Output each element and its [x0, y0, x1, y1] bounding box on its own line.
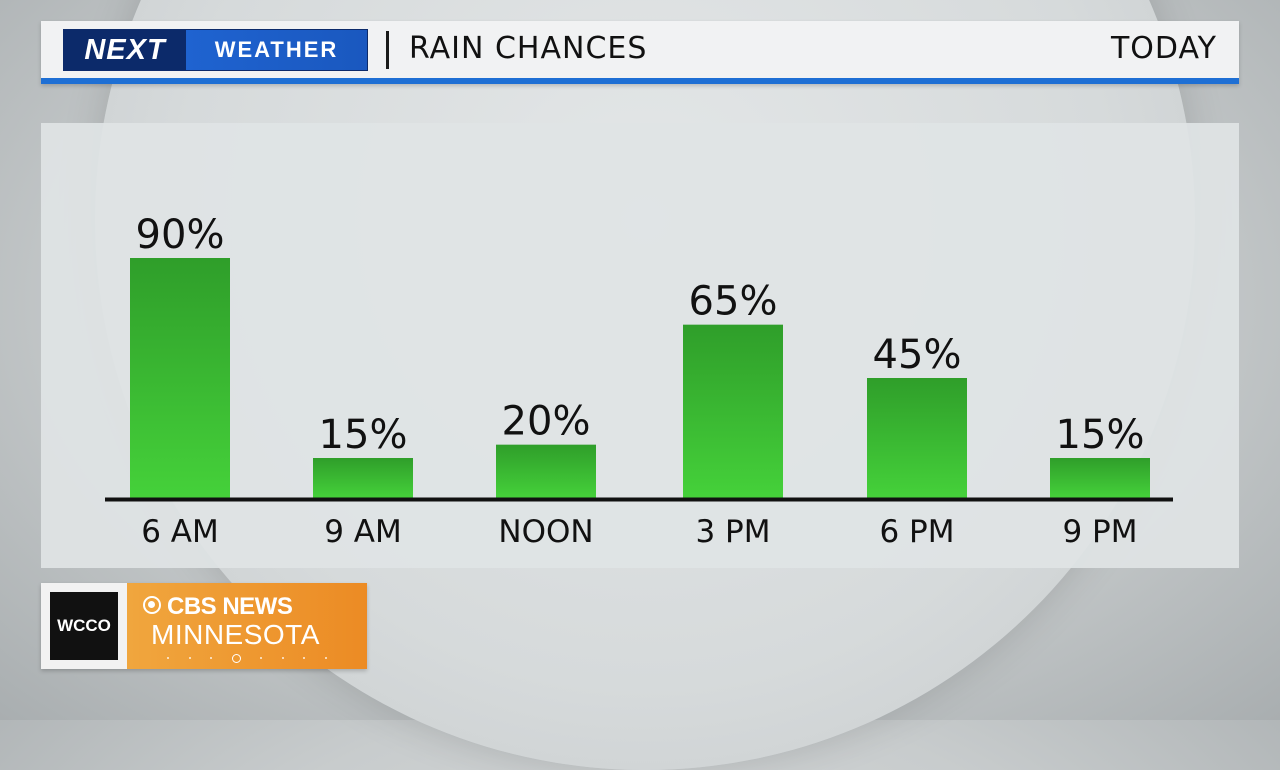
- x-tick-label: 9 AM: [324, 514, 402, 550]
- period-label: TODAY: [1110, 31, 1217, 66]
- bar-value-label: 15%: [1056, 412, 1145, 458]
- header-bar: NEXT WEATHER RAIN CHANCES TODAY: [41, 21, 1239, 84]
- logo-dots: [167, 653, 327, 663]
- cbs-eye-icon: [143, 596, 161, 614]
- chart-panel: 90% 6 AM 15% 9 AM 20% NOON 65% 3 PM 45% 6 PM 15% 9 …: [41, 123, 1239, 568]
- bar-value-label: 45%: [873, 332, 962, 378]
- header-divider: [386, 31, 389, 69]
- x-tick-label: 9 PM: [1062, 514, 1137, 550]
- bar-value-label: 90%: [136, 212, 225, 258]
- bar-6-am: [130, 258, 230, 498]
- bar-noon: [496, 444, 596, 498]
- network-name: CBS NEWS: [167, 593, 293, 620]
- bar-9-am: [313, 458, 413, 498]
- x-tick-label: 3 PM: [695, 514, 770, 550]
- bar-value-label: 20%: [502, 399, 591, 445]
- brand-next-text: NEXT: [64, 30, 186, 70]
- chart-title: RAIN CHANCES: [409, 31, 648, 66]
- bar-value-label: 65%: [689, 279, 778, 325]
- x-tick-label: 6 AM: [141, 514, 219, 550]
- brand-logo: NEXT WEATHER: [63, 29, 368, 71]
- x-tick-label: NOON: [498, 514, 593, 550]
- bar-9-pm: [1050, 458, 1150, 498]
- station-call-letters: WCCO: [50, 592, 118, 660]
- brand-weather-text: WEATHER: [186, 30, 367, 70]
- bar-chart: 90% 6 AM 15% 9 AM 20% NOON 65% 3 PM 45% 6 PM 15% 9 …: [105, 212, 1173, 550]
- station-logo: WCCO CBS NEWS MINNESOTA: [41, 583, 367, 669]
- bar-3-pm: [683, 324, 783, 498]
- bar-value-label: 15%: [319, 412, 408, 458]
- x-tick-label: 6 PM: [879, 514, 954, 550]
- region-name: MINNESOTA: [151, 619, 320, 650]
- bar-6-pm: [867, 378, 967, 498]
